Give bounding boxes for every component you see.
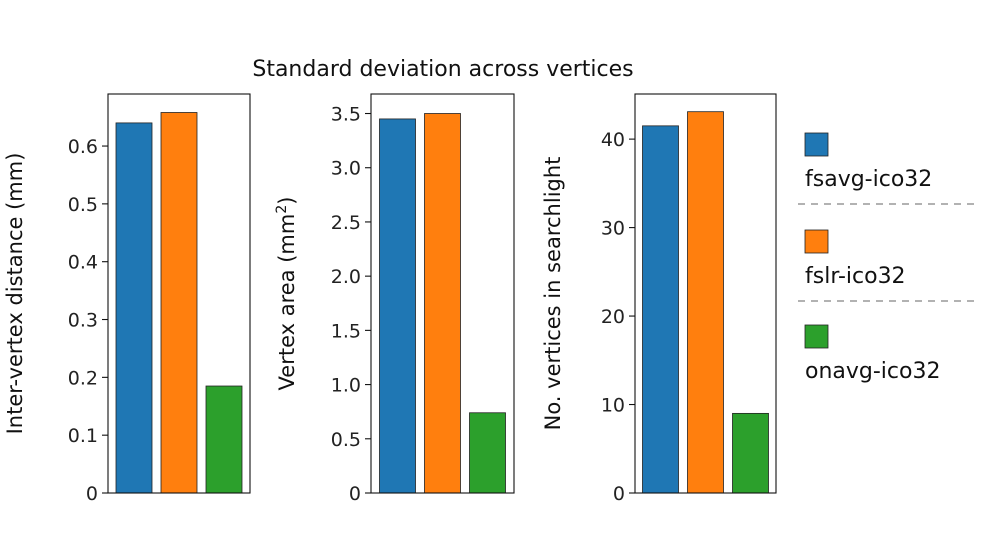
y-tick-label: 2.0 (331, 266, 361, 288)
y-tick-label: 1.5 (331, 320, 361, 342)
y-tick-label: 10 (601, 395, 625, 417)
bar-fsavg-ico32 (642, 125, 679, 494)
y-tick-label: 2.5 (331, 212, 361, 234)
legend-label-onavg-ico32: onavg-ico32 (805, 359, 940, 384)
chart-panels: 0 0.1 0.2 0.3 0.4 0.5 0.6 Inter-vertex distance… (3, 93, 777, 505)
legend-swatch-fslr-ico32 (804, 229, 829, 254)
y-tick-label: 0.5 (331, 429, 361, 451)
chart-title: Standard deviation across vertices (252, 57, 633, 82)
panel-1: 0 0.1 0.2 0.3 0.4 0.5 0.6 Inter-vertex distance… (3, 93, 251, 505)
y-axis-label: Vertex area (mm2) (274, 197, 299, 391)
y-tick-label: 0 (613, 483, 625, 505)
bar-fslr-ico32 (424, 113, 461, 494)
y-tick-label: 0.6 (68, 136, 98, 158)
legend-label-fslr-ico32: fslr-ico32 (805, 264, 906, 289)
bar-onavg-ico32 (469, 412, 506, 494)
y-tick-label: 0.4 (68, 252, 98, 274)
y-tick-label: 0.3 (68, 310, 98, 332)
bar-fslr-ico32 (687, 111, 724, 494)
y-tick-label: 0.2 (68, 367, 98, 389)
panel-3: 0 10 20 30 40 No. vertices in searchlight (541, 93, 777, 505)
y-tick-label: 30 (601, 218, 625, 240)
axes-frame (634, 93, 777, 494)
y-tick-label: 0 (349, 483, 361, 505)
y-tick-label: 0.1 (68, 425, 98, 447)
y-tick-label: 3.0 (331, 158, 361, 180)
bar-fsavg-ico32 (115, 122, 153, 494)
y-tick-label: 20 (601, 306, 625, 328)
y-tick-label: 40 (601, 129, 625, 151)
bar-fslr-ico32 (160, 112, 198, 494)
y-tick-label: 3.5 (331, 104, 361, 126)
bar-fsavg-ico32 (379, 118, 416, 494)
axes-frame (107, 93, 251, 494)
legend-label-fsavg-ico32: fsavg-ico32 (805, 167, 932, 192)
y-axis-label: Inter-vertex distance (mm) (3, 153, 27, 435)
bar-onavg-ico32 (205, 385, 243, 494)
panel-2: 0 0.5 1.0 1.5 2.0 2.5 3.0 3.5 Vertex area (mm2) (274, 93, 515, 505)
y-tick-label: 0 (86, 483, 98, 505)
legend: fsavg-ico32 fslr-ico32 onavg-ico32 (798, 132, 976, 384)
axes-frame (370, 93, 515, 494)
y-axis-label: No. vertices in searchlight (541, 157, 565, 431)
y-tick-label: 1.0 (331, 375, 361, 397)
legend-swatch-fsavg-ico32 (804, 132, 829, 157)
legend-swatch-onavg-ico32 (804, 324, 829, 349)
y-tick-label: 0.5 (68, 194, 98, 216)
bar-onavg-ico32 (732, 412, 769, 494)
